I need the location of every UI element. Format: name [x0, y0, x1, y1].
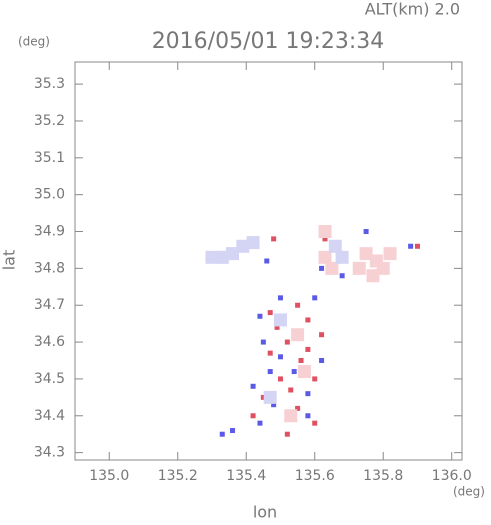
radar-cell	[291, 369, 297, 375]
y-unit: (deg)	[18, 35, 50, 49]
y-tick-label: 35.0	[34, 187, 65, 203]
radar-cell	[215, 250, 229, 264]
radar-cell	[288, 387, 294, 393]
radar-cell	[319, 265, 325, 271]
radar-cell	[250, 413, 256, 419]
radar-cell	[414, 243, 420, 249]
radar-cell	[352, 261, 366, 275]
y-tick-label: 34.6	[34, 334, 65, 350]
radar-cell	[250, 383, 256, 389]
y-tick-label: 34.9	[34, 224, 65, 240]
radar-cell	[359, 247, 373, 261]
radar-cell	[284, 431, 290, 437]
radar-cell	[305, 391, 311, 397]
radar-cell	[291, 328, 305, 342]
radar-cell	[226, 247, 240, 261]
x-tick-label: 135.2	[158, 468, 198, 484]
radar-cell	[267, 310, 273, 316]
radar-cell	[277, 354, 283, 360]
radar-cell	[339, 273, 345, 279]
radar-cell	[312, 295, 318, 301]
radar-cell	[312, 376, 318, 382]
radar-cell	[305, 317, 311, 323]
radar-cell	[271, 402, 277, 408]
radar-cell	[284, 339, 290, 345]
radar-cell	[277, 376, 283, 382]
radar-cell	[284, 409, 298, 423]
x-unit: (deg)	[453, 485, 485, 499]
radar-cell	[236, 239, 250, 253]
radar-cell	[295, 405, 301, 411]
x-tick-label: 135.0	[89, 468, 129, 484]
radar-cell	[274, 324, 280, 330]
radar-cell	[260, 394, 266, 400]
radar-cell	[366, 269, 380, 283]
radar-cell	[305, 346, 311, 352]
radar-cell	[260, 339, 266, 345]
x-tick-label: 135.6	[295, 468, 335, 484]
y-tick-label: 34.5	[34, 371, 65, 387]
radar-cell	[298, 358, 304, 363]
radar-cell	[246, 236, 260, 250]
radar-cell	[205, 250, 219, 264]
radar-cell	[297, 365, 311, 379]
radar-cell	[408, 243, 414, 249]
y-tick-label: 34.4	[34, 408, 65, 424]
y-tick-label: 34.8	[34, 260, 65, 276]
radar-cell	[318, 250, 332, 264]
y-tick-label: 34.7	[34, 297, 65, 313]
radar-cell	[305, 413, 311, 419]
y-tick-label: 35.1	[34, 150, 65, 166]
radar-cell	[230, 428, 236, 434]
radar-cell	[383, 247, 397, 261]
x-tick-label: 135.8	[363, 468, 403, 484]
radar-cell	[277, 295, 283, 301]
y-tick-label: 35.3	[34, 76, 65, 92]
radar-cell	[312, 420, 318, 426]
radar-cell	[322, 236, 328, 242]
y-tick-label: 34.3	[34, 445, 65, 461]
radar-cell	[376, 261, 390, 275]
radar-cell	[257, 313, 263, 319]
radar-cell	[263, 390, 277, 404]
radar-cell	[273, 313, 287, 327]
radar-cell	[264, 258, 270, 264]
radar-cell	[295, 302, 301, 308]
y-tick-label: 35.2	[34, 113, 65, 129]
chart-title: 2016/05/01 19:23:34	[152, 29, 385, 54]
x-tick-label: 136.0	[432, 468, 472, 484]
radar-cell	[325, 261, 339, 275]
radar-cell	[328, 239, 342, 253]
radar-cell	[219, 431, 225, 437]
x-tick-label: 135.4	[226, 468, 266, 484]
radar-cell	[319, 332, 325, 338]
radar-cell	[257, 420, 263, 426]
plot-frame	[74, 61, 463, 461]
radar-cell	[318, 225, 332, 239]
radar-cell	[319, 358, 325, 363]
radar-cell	[267, 369, 273, 375]
radar-cell	[267, 350, 273, 356]
radar-cell	[363, 229, 369, 235]
radar-cell	[335, 250, 349, 264]
radar-cell	[271, 236, 277, 242]
x-axis-label: lon	[253, 503, 277, 522]
chart-subtitle: ALT(km) 2.0	[365, 0, 460, 19]
y-axis-label: lat	[0, 250, 19, 271]
